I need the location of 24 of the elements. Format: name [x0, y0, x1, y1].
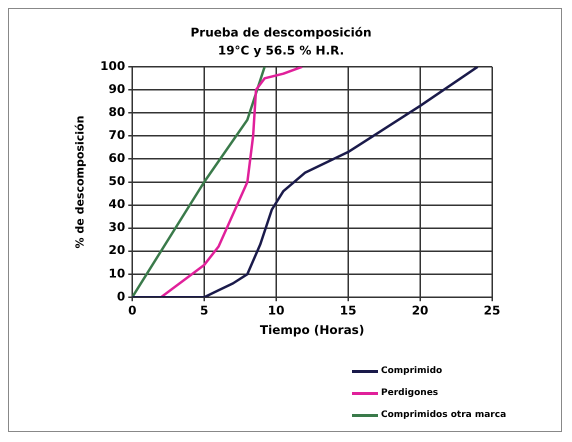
y-tick-label: 30	[108, 220, 126, 234]
y-axis-title: % de descomposición	[73, 116, 86, 248]
y-tick-label: 80	[108, 105, 126, 120]
legend-label: Perdigones	[381, 388, 438, 398]
y-tick-label: 50	[108, 174, 126, 188]
chart-subtitle: 19°C y 56.5 % H.R.	[218, 44, 344, 58]
x-tick-label: 25	[484, 304, 500, 318]
x-axis-title: Tiempo (Horas)	[260, 322, 364, 337]
x-tick-label: 20	[412, 304, 428, 318]
legend-label: Comprimidos otra marca	[381, 410, 506, 420]
x-tick-label: 5	[200, 304, 208, 318]
x-tick-label: 0	[128, 304, 136, 318]
y-tick-label: 100	[100, 58, 126, 73]
y-tick-label: 0	[116, 289, 126, 304]
x-tick-label: 10	[268, 304, 284, 318]
y-tick-label: 40	[108, 197, 126, 212]
y-tick-label: 10	[108, 266, 126, 280]
y-tick-label: 20	[108, 243, 126, 258]
legend-label: Comprimido	[381, 366, 442, 376]
x-tick-label: 15	[340, 304, 356, 318]
y-tick-label: 60	[108, 151, 126, 166]
y-tick-label: 70	[108, 128, 126, 142]
chart-title: Prueba de descomposición	[190, 25, 372, 40]
y-tick-label: 90	[108, 82, 126, 96]
